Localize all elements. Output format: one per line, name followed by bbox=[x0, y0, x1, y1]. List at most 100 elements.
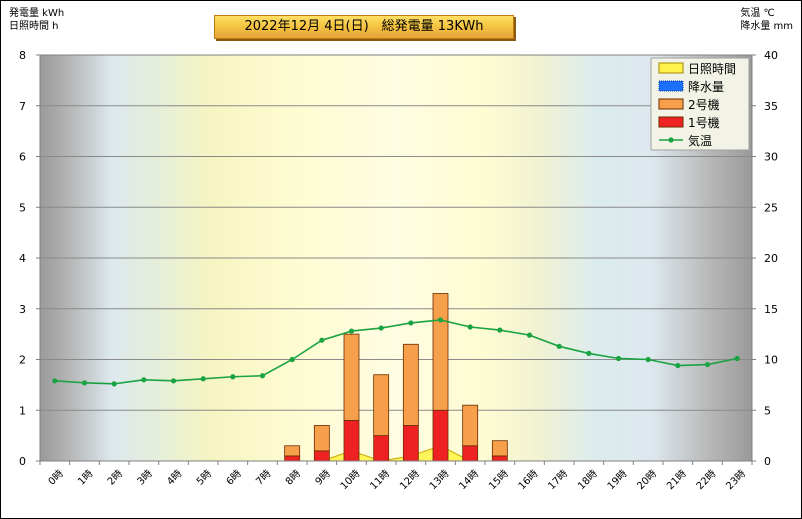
right-tick-label: 10 bbox=[764, 354, 778, 367]
temperature-point bbox=[259, 373, 266, 379]
legend-label: 日照時間 bbox=[688, 62, 736, 76]
right-tick-label: 35 bbox=[764, 100, 778, 113]
temperature-point bbox=[52, 378, 58, 384]
x-tick-label: 17時 bbox=[546, 468, 571, 493]
x-tick-label: 0時 bbox=[46, 468, 66, 488]
temperature-point bbox=[200, 376, 206, 382]
unit1-bar bbox=[432, 409, 449, 462]
legend-swatch bbox=[658, 98, 684, 110]
temperature-point bbox=[734, 355, 740, 362]
unit1-bar bbox=[402, 425, 419, 462]
unit1-bar bbox=[284, 455, 301, 462]
temperature-line bbox=[54, 319, 738, 385]
unit2-bar bbox=[313, 425, 330, 452]
unit2-bar bbox=[402, 343, 419, 426]
x-tick-label: 13時 bbox=[427, 468, 452, 493]
x-tick-label: 18時 bbox=[575, 468, 600, 493]
legend-swatch bbox=[658, 62, 684, 74]
left-tick-label: 8 bbox=[19, 49, 26, 62]
temperature-point bbox=[289, 356, 295, 363]
x-tick-label: 23時 bbox=[724, 468, 749, 493]
temperature-point bbox=[408, 320, 414, 326]
right-tick-label: 25 bbox=[764, 201, 778, 214]
x-tick-label: 10時 bbox=[338, 468, 363, 493]
x-tick-label: 8時 bbox=[283, 468, 303, 488]
x-tick-label: 20時 bbox=[635, 468, 660, 493]
left-tick-label: 7 bbox=[19, 100, 26, 113]
x-tick-label: 15時 bbox=[486, 468, 511, 493]
legend-swatch bbox=[658, 80, 684, 92]
right-axis-units: 気温 ℃ 降水量 mm bbox=[740, 7, 793, 33]
left-tick-label: 4 bbox=[19, 252, 26, 265]
x-tick-label: 3時 bbox=[135, 468, 155, 488]
temperature-point bbox=[586, 350, 592, 357]
temperature-point bbox=[526, 332, 533, 338]
temperature-point bbox=[230, 374, 236, 380]
x-tick-label: 9時 bbox=[313, 468, 333, 488]
x-tick-label: 21時 bbox=[664, 468, 689, 493]
temperature-point bbox=[348, 328, 355, 334]
x-tick-label: 4時 bbox=[165, 468, 185, 488]
temperature-point bbox=[704, 361, 711, 368]
legend-label: 気温 bbox=[688, 133, 712, 148]
left-unit-sunshine: 日照時間 h bbox=[9, 21, 59, 32]
x-tick-label: 2時 bbox=[105, 468, 125, 488]
temperature-point bbox=[497, 327, 503, 333]
unit2-bar bbox=[343, 333, 360, 421]
right-tick-label: 15 bbox=[764, 303, 778, 316]
x-tick-label: 1時 bbox=[76, 468, 96, 488]
right-tick-label: 5 bbox=[764, 404, 771, 417]
right-unit-temperature: 気温 ℃ bbox=[740, 8, 775, 19]
temperature-line-layer bbox=[52, 317, 740, 387]
unit1-bar bbox=[343, 419, 360, 462]
left-axis-units: 発電量 kWh 日照時間 h bbox=[9, 7, 64, 33]
left-tick-label: 0 bbox=[19, 455, 26, 468]
x-tick-label: 11時 bbox=[368, 468, 393, 493]
left-tick-label: 5 bbox=[19, 201, 26, 214]
legend-label: 降水量 bbox=[688, 80, 724, 94]
temperature-point bbox=[467, 324, 473, 330]
left-tick-label: 2 bbox=[19, 354, 26, 367]
left-tick-label: 6 bbox=[19, 151, 26, 164]
temperature-point bbox=[81, 380, 88, 386]
legend-swatch-marker bbox=[668, 137, 674, 143]
x-tick-label: 14時 bbox=[457, 468, 482, 493]
temperature-point bbox=[645, 356, 651, 363]
bars-layer bbox=[284, 293, 508, 462]
chart-title: 2022年12月 4日(日) 総発電量 13KWh bbox=[214, 15, 514, 39]
unit2-bar bbox=[491, 440, 508, 457]
left-unit-generation: 発電量 kWh bbox=[9, 8, 65, 19]
left-tick-label: 1 bbox=[19, 404, 26, 417]
unit1-bar bbox=[491, 455, 508, 462]
x-tick-label: 16時 bbox=[516, 468, 541, 493]
temperature-point bbox=[556, 343, 562, 349]
left-tick-label: 3 bbox=[19, 303, 26, 316]
right-unit-rain: 降水量 mm bbox=[740, 21, 793, 32]
right-tick-label: 40 bbox=[764, 49, 778, 62]
unit2-bar bbox=[462, 404, 479, 447]
temperature-point bbox=[111, 381, 117, 387]
x-tick-label: 12時 bbox=[397, 468, 422, 493]
unit1-bar bbox=[462, 445, 479, 462]
x-tick-label: 7時 bbox=[254, 468, 274, 488]
x-tick-label: 6時 bbox=[224, 468, 244, 488]
unit1-bar bbox=[313, 450, 330, 462]
legend-swatch bbox=[658, 116, 684, 128]
unit1-bar bbox=[373, 435, 390, 462]
x-tick-label: 5時 bbox=[194, 468, 214, 488]
unit2-bar bbox=[284, 445, 301, 457]
temperature-point bbox=[378, 325, 384, 331]
right-tick-label: 30 bbox=[764, 151, 778, 164]
temperature-point bbox=[141, 377, 147, 383]
x-tick-label: 19時 bbox=[605, 468, 630, 493]
temperature-point bbox=[615, 355, 622, 362]
unit2-bar bbox=[432, 293, 449, 411]
temperature-point bbox=[675, 362, 681, 369]
unit2-bar bbox=[373, 374, 390, 437]
legend-label: 2号機 bbox=[688, 97, 720, 112]
legend-label: 1号機 bbox=[688, 115, 720, 130]
temperature-point bbox=[437, 317, 444, 323]
